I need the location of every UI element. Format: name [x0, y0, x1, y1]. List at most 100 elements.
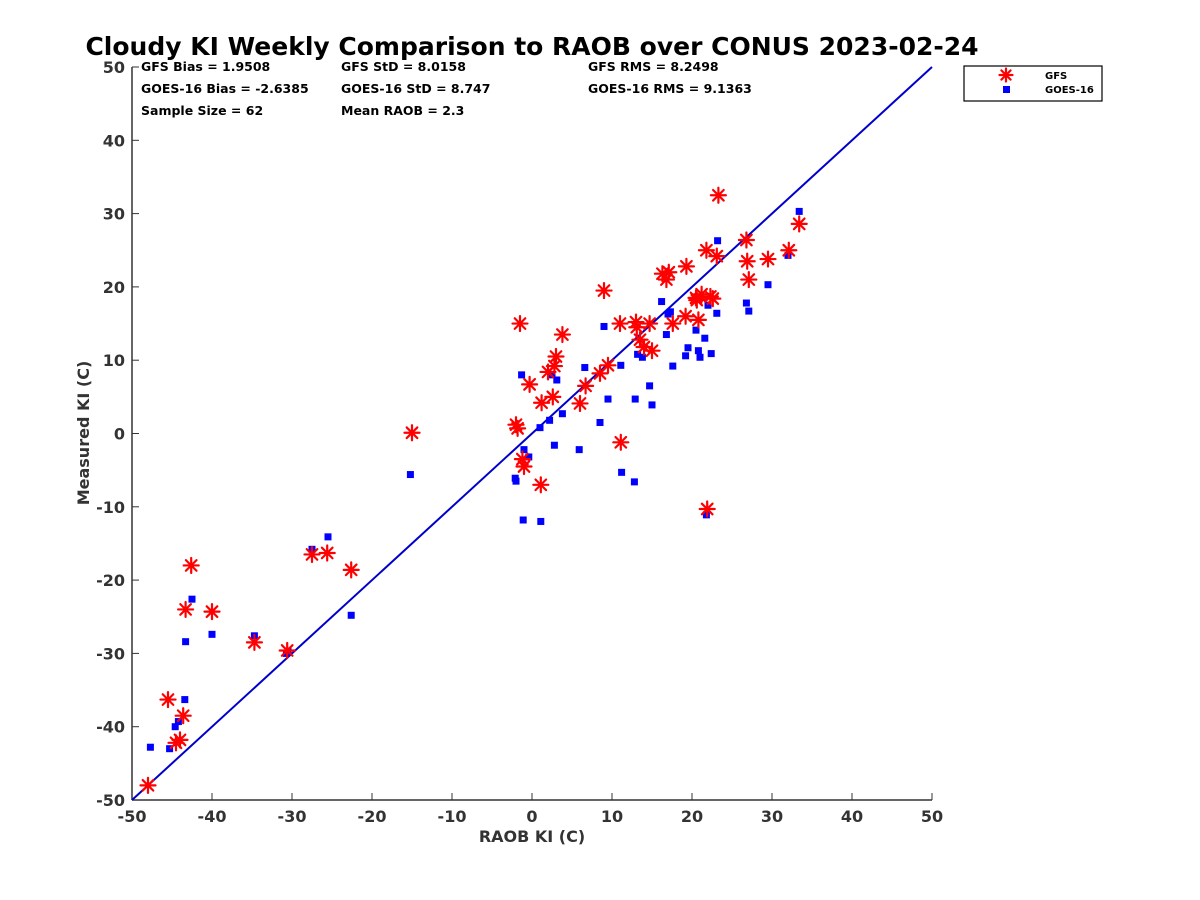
y-tick-label: 40	[103, 131, 125, 150]
goes16-point	[669, 362, 677, 370]
goes16-point	[631, 395, 639, 403]
y-ticks: -50 -40 -30 -20 -10 0 10 20 30 40 50	[96, 58, 139, 810]
gfs-point	[708, 247, 726, 265]
x-tick-label: 30	[761, 807, 783, 826]
x-tick-label: 10	[601, 807, 623, 826]
gfs-point	[553, 325, 572, 344]
x-tick-label: -20	[358, 807, 387, 826]
gfs-point	[664, 314, 682, 333]
y-tick-label: -40	[96, 718, 125, 737]
stat-goes-std: GOES-16 StD = 8.747	[341, 81, 490, 96]
gfs-point	[203, 603, 221, 621]
goes16-point	[188, 595, 196, 603]
goes16-point	[519, 516, 527, 524]
stat-goes-rms: GOES-16 RMS = 9.1363	[588, 81, 752, 96]
gfs-legend-asterisk	[998, 67, 1014, 83]
gfs-point	[182, 556, 200, 575]
goes16-point	[604, 395, 612, 403]
goes16-point	[682, 352, 690, 360]
goes16-point	[707, 350, 715, 358]
goes16-point	[596, 419, 604, 427]
gfs-point	[677, 257, 696, 275]
x-tick-label: 40	[841, 807, 863, 826]
gfs-point	[628, 318, 646, 336]
gfs-point	[139, 776, 157, 794]
goes16-point	[714, 237, 722, 245]
gfs-point	[698, 500, 716, 518]
x-tick-label: -10	[438, 807, 467, 826]
goes16-point	[166, 745, 174, 753]
goes16-point	[181, 696, 189, 704]
goes16-point	[146, 743, 154, 751]
y-tick-label: -20	[96, 571, 125, 590]
gfs-point	[676, 307, 695, 325]
gfs-point	[611, 314, 629, 333]
x-tick-label: 0	[526, 807, 537, 826]
goes16-point	[518, 371, 526, 379]
goes16-point	[630, 478, 638, 486]
chart-title: Cloudy KI Weekly Comparison to RAOB over…	[85, 32, 978, 61]
gfs-point	[245, 633, 263, 652]
goes16-point	[648, 401, 656, 409]
gfs-point	[759, 250, 777, 268]
goes16-point	[658, 298, 666, 306]
goes16-point	[512, 477, 520, 485]
gfs-point	[780, 241, 798, 259]
goes16-point	[617, 361, 625, 369]
gfs-point	[515, 457, 533, 476]
goes16-point	[646, 382, 654, 390]
gfs-point	[640, 314, 659, 333]
gfs-point	[278, 641, 296, 660]
goes16-point	[182, 638, 190, 646]
goes16-point	[696, 353, 704, 361]
x-tick-label: -40	[198, 807, 227, 826]
goes16-point	[684, 344, 692, 352]
gfs-point	[709, 186, 728, 204]
legend-box	[963, 65, 1103, 102]
goes16-point	[536, 424, 544, 432]
legend-gfs-marker	[998, 67, 1014, 83]
goes16-point	[550, 441, 558, 449]
x-axis-label: RAOB KI (C)	[479, 827, 585, 846]
y-tick-label: 50	[103, 58, 125, 77]
gfs-point	[738, 252, 756, 270]
goes16-point	[795, 207, 803, 215]
goes16-point	[537, 517, 545, 525]
gfs-point	[509, 419, 527, 437]
gfs-point	[599, 356, 617, 374]
stat-gfs-std: GFS StD = 8.0158	[341, 59, 466, 74]
x-ticks: -50 -40 -30 -20 -10 0 10 20 30 40 50	[118, 793, 943, 826]
gfs-point	[547, 347, 565, 366]
goes16-point	[638, 353, 646, 361]
gfs-point	[159, 690, 177, 709]
gfs-point	[177, 600, 195, 619]
goes16-point	[713, 309, 721, 317]
legend-goes16-label: GOES-16	[1045, 85, 1094, 96]
one-to-one-line	[131, 66, 933, 801]
y-axis-label: Measured KI (C)	[74, 361, 93, 506]
goes16-point	[347, 611, 355, 619]
y-tick-label: -10	[96, 498, 125, 517]
goes16-point	[208, 630, 216, 638]
goes16-point	[171, 723, 179, 731]
goes16-point	[701, 334, 709, 342]
goes16-point	[662, 331, 670, 339]
stat-mean-raob: Mean RAOB = 2.3	[341, 103, 464, 118]
stat-sample-size: Sample Size = 62	[141, 103, 263, 118]
goes16-point	[666, 308, 674, 316]
legend-gfs-label: GFS	[1045, 71, 1067, 82]
gfs-point	[318, 544, 336, 562]
gfs-point	[174, 707, 192, 725]
goes16-point	[581, 364, 589, 372]
gfs-point	[544, 388, 562, 406]
gfs-point	[342, 561, 360, 579]
x-tick-label: -50	[118, 807, 147, 826]
y-tick-label: -50	[96, 791, 125, 810]
stat-goes-bias: GOES-16 Bias = -2.6385	[141, 81, 309, 96]
goes16-point	[558, 410, 566, 418]
goes16-point	[745, 307, 753, 315]
gfs-point	[689, 311, 708, 329]
y-tick-label: 10	[103, 351, 125, 370]
y-tick-label: -30	[96, 644, 125, 663]
